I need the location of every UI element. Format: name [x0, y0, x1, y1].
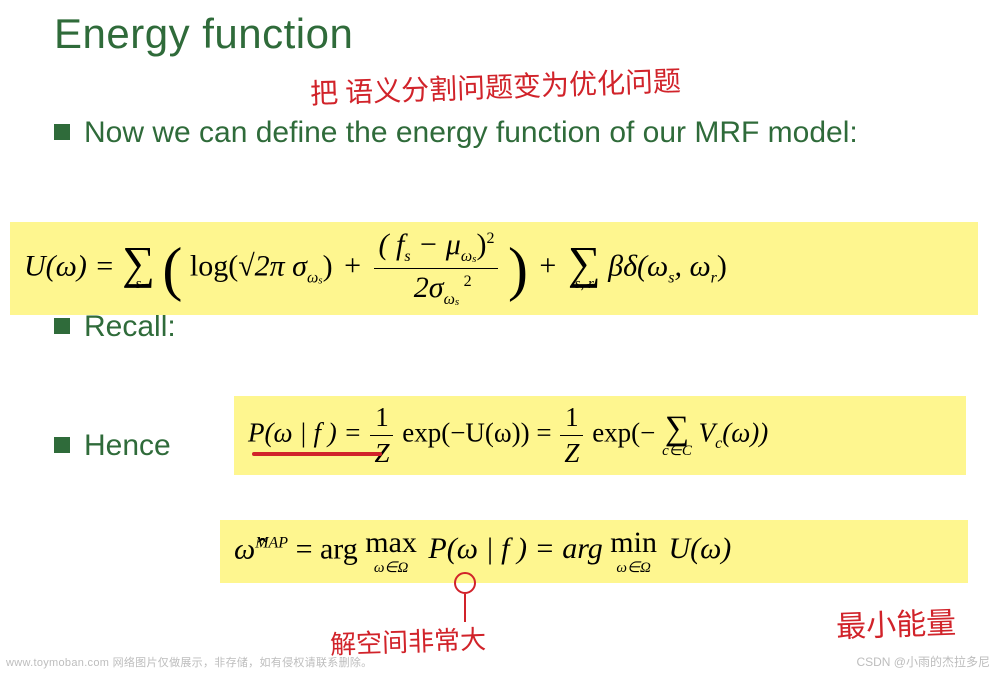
argmax: max ω∈Ω [365, 526, 417, 577]
annotation-min-energy: 最小能量 [835, 598, 956, 646]
recall-frac2: 1 Z [560, 402, 583, 469]
recall-mid1: exp(−U(ω)) = [402, 418, 551, 448]
min-sub: ω∈Ω [610, 558, 657, 577]
annotation-top: 把 语义分割问题变为优化问题 [309, 60, 681, 113]
paren-open-icon: ( [162, 245, 182, 293]
formula-map: ω̂MAP = arg max ω∈Ω P(ω | f ) = arg min … [220, 520, 968, 583]
map-tail: U(ω) [668, 532, 731, 565]
map-lhs: ω̂ [234, 532, 255, 565]
frac-den-sub: ω [444, 291, 455, 308]
watermark-right: CSDN @小雨的杰拉多尼 [856, 653, 990, 670]
bullet-square-icon [54, 124, 70, 140]
bullet-square-icon [54, 318, 70, 334]
frac-den-sup: 2 [464, 273, 472, 290]
connector-line-icon [464, 594, 466, 622]
frac-num-mid: − μ [411, 228, 461, 261]
underline-mark-icon [252, 452, 382, 456]
max-label: max [365, 526, 417, 559]
min-label: min [610, 526, 657, 559]
frac-num-a: ( f [378, 228, 404, 261]
bullet-intro-row: Now we can define the energy function of… [0, 114, 1000, 152]
recall-mid2: exp(− [592, 418, 655, 448]
slide-title: Energy function [0, 0, 1000, 58]
recall-V: V [699, 418, 716, 448]
formula-energy-lhs: U(ω) = [24, 249, 115, 282]
frac-num-sup: 2 [486, 230, 494, 247]
log-text: log( [190, 249, 238, 282]
recall-frac1-num: 1 [370, 402, 393, 436]
energy-frac: ( fs − μωs)2 2σ2ωs [374, 228, 498, 309]
frac-num-end: ) [476, 228, 486, 261]
map-mid: P(ω | f ) = arg [428, 532, 602, 565]
frac-den-subsub: s [455, 296, 459, 308]
log-inner: √2π σ [238, 249, 307, 282]
formula-recall: P(ω | f ) = 1 Z exp(−U(ω)) = 1 Z exp(− ∑… [234, 396, 966, 475]
circle-mark-icon [454, 572, 476, 594]
beta-term: βδ(ω [608, 249, 668, 282]
plus-2: + [539, 249, 556, 282]
frac-den-a: 2σ [414, 271, 444, 304]
beta-end: ) [717, 249, 727, 282]
formula-energy: U(ω) = ∑ s ( log(√2π σωs) + ( fs − μωs)2… [10, 222, 978, 315]
beta-mid: , ω [674, 249, 710, 282]
recall-frac2-den: Z [560, 436, 583, 469]
paren-close-icon: ) [508, 245, 528, 293]
bullet-square-icon [54, 437, 70, 453]
recall-lhs: P(ω | f ) = [248, 418, 362, 448]
map-eq: = arg [296, 532, 358, 565]
map-sup: MAP [255, 534, 288, 551]
plus-1: + [344, 249, 361, 282]
frac-num-bsub: ω [461, 248, 472, 265]
recall-tail: (ω)) [722, 418, 768, 448]
watermark-left: www.toymoban.com 网络图片仅做展示，非存储，如有侵权请联系删除。 [6, 654, 372, 670]
bullet-intro-text: Now we can define the energy function of… [84, 114, 858, 152]
log-sub: ω [307, 269, 318, 286]
recall-frac2-num: 1 [560, 402, 583, 436]
max-sub: ω∈Ω [365, 558, 417, 577]
sigma-sum-1: ∑ s [122, 244, 155, 293]
sigma-sum-c: ∑ c∈C [662, 412, 692, 460]
recall-frac1: 1 Z [370, 402, 393, 469]
log-close: ) [323, 249, 333, 282]
argmin: min ω∈Ω [610, 526, 657, 577]
bullet-hence-text: Hence [84, 427, 171, 465]
sigma-sum-2: ∑ s, r [568, 244, 601, 293]
